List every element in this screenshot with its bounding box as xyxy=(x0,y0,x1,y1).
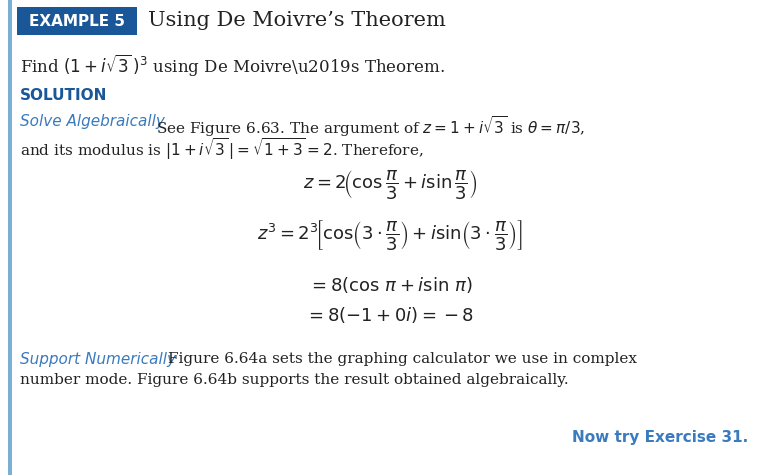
Text: EXAMPLE 5: EXAMPLE 5 xyxy=(29,13,125,28)
Text: Find $\left(1 + i\sqrt{3}\,\right)^3$ using De Moivre\u2019s Theorem.: Find $\left(1 + i\sqrt{3}\,\right)^3$ us… xyxy=(20,52,445,78)
Text: $= 8(-1 + 0i) = -8$: $= 8(-1 + 0i) = -8$ xyxy=(306,305,475,325)
Text: and its modulus is $|1 + i\sqrt{3}\,| = \sqrt{1 + 3} = 2$. Therefore,: and its modulus is $|1 + i\sqrt{3}\,| = … xyxy=(20,136,424,162)
Text: $= 8(\cos\,\pi + i\sin\,\pi)$: $= 8(\cos\,\pi + i\sin\,\pi)$ xyxy=(308,275,472,295)
Bar xyxy=(8,0,12,475)
Text: Solve Algebraically: Solve Algebraically xyxy=(20,114,165,129)
Text: Now try Exercise 31.: Now try Exercise 31. xyxy=(572,430,748,445)
FancyBboxPatch shape xyxy=(17,7,137,35)
Text: $z^3 = 2^3\!\left[\cos\!\left(3 \cdot \dfrac{\pi}{3}\right) + i\sin\!\left(3 \cd: $z^3 = 2^3\!\left[\cos\!\left(3 \cdot \d… xyxy=(257,218,523,252)
Text: SOLUTION: SOLUTION xyxy=(20,88,107,103)
Text: Using De Moivre’s Theorem: Using De Moivre’s Theorem xyxy=(148,11,446,30)
Text: Support Numerically: Support Numerically xyxy=(20,352,176,367)
Text: See Figure 6.63. The argument of $z = 1 + i\sqrt{3}$ is $\theta = \pi/3$,: See Figure 6.63. The argument of $z = 1 … xyxy=(156,114,585,139)
Text: Figure 6.64a sets the graphing calculator we use in complex: Figure 6.64a sets the graphing calculato… xyxy=(168,352,637,366)
Text: number mode. Figure 6.64b supports the result obtained algebraically.: number mode. Figure 6.64b supports the r… xyxy=(20,373,568,387)
Text: $z = 2\!\left(\cos\dfrac{\pi}{3} + i\sin\dfrac{\pi}{3}\right)$: $z = 2\!\left(\cos\dfrac{\pi}{3} + i\sin… xyxy=(303,168,477,201)
